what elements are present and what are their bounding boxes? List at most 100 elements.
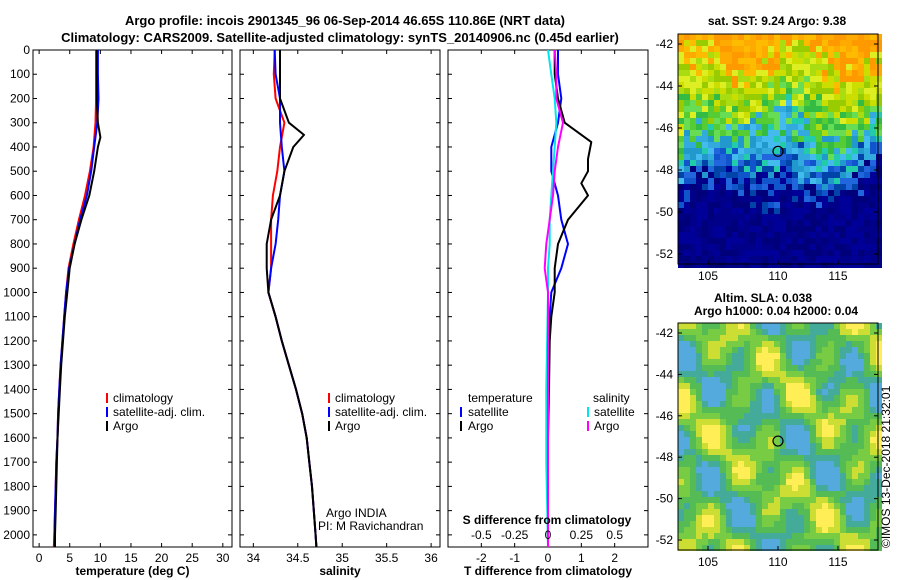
map-cell	[822, 106, 828, 112]
map-cell	[762, 491, 768, 497]
map-cell	[816, 58, 822, 64]
map-cell	[804, 202, 810, 208]
map-cell	[792, 52, 798, 58]
map-cell	[792, 329, 798, 335]
map-cell	[684, 455, 690, 461]
map-cell	[750, 323, 756, 329]
map-cell	[810, 238, 816, 244]
x-tick-label: 34	[247, 551, 261, 565]
map-cell	[804, 539, 810, 545]
map-cell	[798, 112, 804, 118]
map-cell	[870, 124, 876, 130]
map-cell	[870, 479, 876, 485]
map-cell	[684, 232, 690, 238]
map-cell	[828, 347, 834, 353]
map-cell	[720, 262, 726, 268]
map-cell	[738, 491, 744, 497]
map-cell	[756, 214, 762, 220]
map-cell	[750, 76, 756, 82]
map-cell	[876, 160, 882, 166]
map-cell	[792, 383, 798, 389]
map-cell	[858, 130, 864, 136]
map-cell	[774, 461, 780, 467]
map-cell	[708, 545, 714, 551]
map-cell	[720, 515, 726, 521]
map-cell	[828, 365, 834, 371]
map-cell	[690, 353, 696, 359]
map-cell	[858, 347, 864, 353]
map-cell	[798, 323, 804, 329]
map-cell	[834, 323, 840, 329]
map-cell	[876, 437, 882, 443]
map-cell	[798, 46, 804, 52]
map-cell	[786, 34, 792, 40]
map-cell	[846, 341, 852, 347]
map-cell	[708, 166, 714, 172]
map-cell	[858, 371, 864, 377]
map-cell	[792, 389, 798, 395]
map-cell	[816, 52, 822, 58]
map-cell	[714, 365, 720, 371]
map-cell	[720, 226, 726, 232]
map-cell	[852, 533, 858, 539]
legend-label: satellite	[468, 405, 509, 419]
map-cell	[678, 178, 684, 184]
map-cell	[840, 485, 846, 491]
map-cell	[690, 58, 696, 64]
map-cell	[870, 533, 876, 539]
map-cell	[840, 76, 846, 82]
map-cell	[738, 449, 744, 455]
map-cell	[720, 383, 726, 389]
map-cell	[774, 166, 780, 172]
map-cell	[738, 413, 744, 419]
map-cell	[786, 40, 792, 46]
map-cell	[768, 335, 774, 341]
map-cell	[876, 52, 882, 58]
map-cell	[822, 329, 828, 335]
y-tick-label: 1000	[3, 285, 30, 299]
map-cell	[792, 46, 798, 52]
map-cell	[690, 34, 696, 40]
map-cell	[786, 455, 792, 461]
map-cell	[870, 509, 876, 515]
map-cell	[840, 407, 846, 413]
map-cell	[774, 160, 780, 166]
map-cell	[702, 82, 708, 88]
map-cell	[762, 431, 768, 437]
map-cell	[840, 208, 846, 214]
map-cell	[696, 40, 702, 46]
map-cell	[804, 449, 810, 455]
map-cell	[828, 136, 834, 142]
map-cell	[846, 82, 852, 88]
map-cell	[774, 58, 780, 64]
map-cell	[870, 106, 876, 112]
map-cell	[702, 335, 708, 341]
map-cell	[774, 503, 780, 509]
map-cell	[774, 256, 780, 262]
map-cell	[684, 178, 690, 184]
map-cell	[834, 178, 840, 184]
map-cell	[768, 64, 774, 70]
map-cell	[828, 443, 834, 449]
map-x-tick-label: 115	[828, 555, 847, 569]
map-cell	[810, 383, 816, 389]
map-cell	[762, 509, 768, 515]
map-cell	[822, 40, 828, 46]
map-cell	[744, 473, 750, 479]
map-cell	[858, 407, 864, 413]
map-cell	[744, 515, 750, 521]
map-cell	[696, 491, 702, 497]
map-cell	[834, 515, 840, 521]
map-cell	[696, 533, 702, 539]
map-cell	[792, 365, 798, 371]
map-cell	[714, 196, 720, 202]
map-cell	[744, 341, 750, 347]
map-cell	[804, 329, 810, 335]
map-cell	[822, 341, 828, 347]
map-cell	[870, 52, 876, 58]
map-cell	[792, 335, 798, 341]
map-cell	[816, 202, 822, 208]
map-cell	[690, 232, 696, 238]
map-cell	[846, 377, 852, 383]
map-cell	[834, 172, 840, 178]
